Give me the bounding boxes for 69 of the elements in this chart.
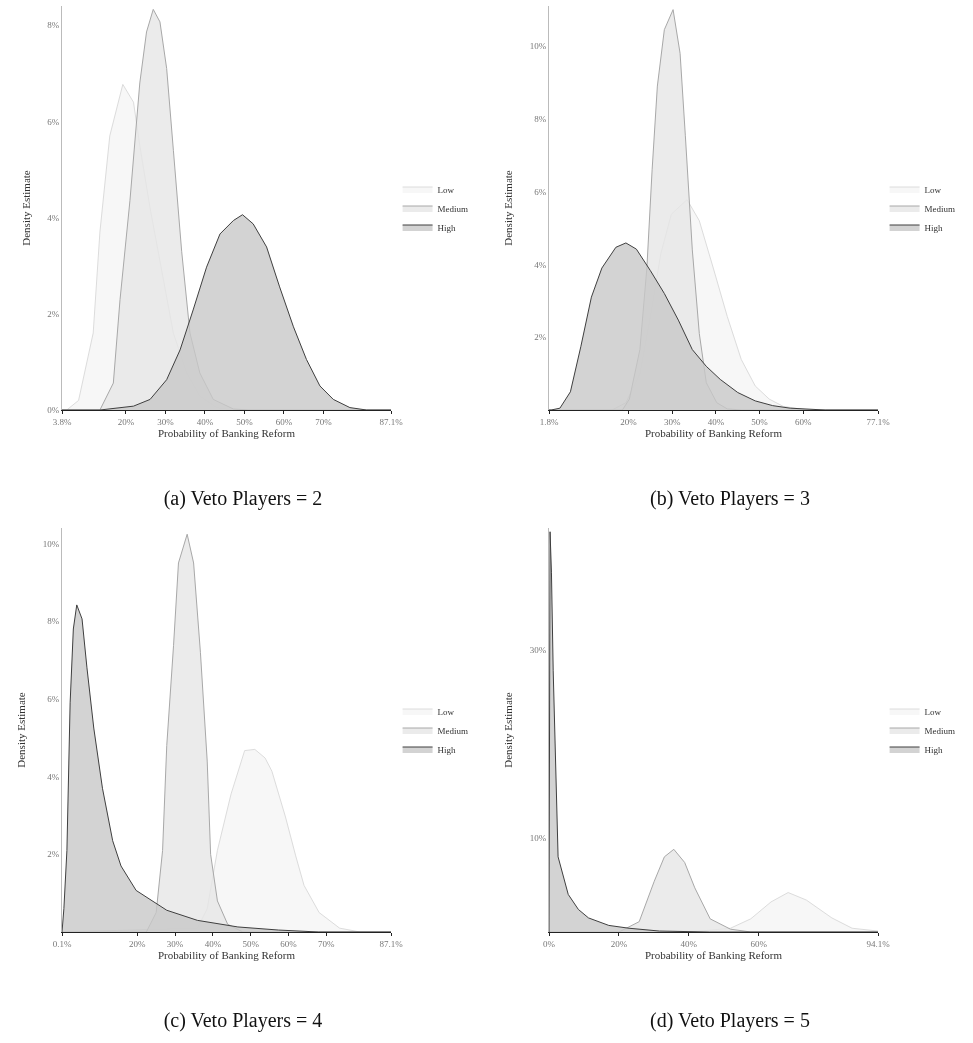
- x-tick-label: 30%: [663, 416, 681, 427]
- x-tick-label: 50%: [242, 938, 260, 949]
- legend-label: Low: [924, 706, 942, 717]
- y-tick-label: 2%: [534, 332, 547, 343]
- legend-label: High: [437, 222, 457, 233]
- y-tick-label: 30%: [529, 645, 547, 656]
- legend-label: High: [437, 744, 457, 755]
- x-tick-label: 77.1%: [866, 416, 891, 427]
- y-tick-label: 0%: [47, 405, 60, 416]
- y-tick-label: 6%: [534, 186, 547, 197]
- y-tick-label: 2%: [47, 308, 60, 319]
- x-tick-label: 60%: [280, 938, 298, 949]
- y-tick-label: 8%: [534, 113, 547, 124]
- text: (c) Veto Players = 4: [163, 1009, 323, 1033]
- x-tick-label: 20%: [117, 416, 135, 427]
- x-tick-label: 40%: [196, 416, 214, 427]
- y-tick-label: 8%: [47, 616, 60, 627]
- y-axis-title: Density Estimate: [502, 692, 515, 768]
- x-tick-label: 20%: [129, 938, 146, 949]
- y-tick-label: 8%: [47, 20, 60, 31]
- x-tick-label: 87.1%: [379, 416, 404, 427]
- x-tick-label: 60%: [795, 416, 813, 427]
- legend-label: High: [924, 222, 944, 233]
- x-tick-label: 20%: [610, 938, 628, 949]
- y-tick-label: 2%: [47, 849, 60, 860]
- x-tick-label: 70%: [318, 938, 336, 949]
- legend-label: Medium: [437, 203, 469, 214]
- x-tick-label: 30%: [166, 938, 184, 949]
- x-tick-label: 0%: [543, 938, 556, 949]
- y-tick-label: 4%: [534, 259, 547, 270]
- x-tick-label: 40%: [680, 938, 698, 949]
- y-tick-label: 6%: [47, 116, 60, 127]
- y-tick-label: 6%: [47, 694, 60, 705]
- x-tick-label: 20%: [620, 416, 638, 427]
- text: (b) Veto Players = 3: [650, 487, 810, 511]
- x-tick-label: 94.1%: [866, 938, 891, 949]
- legend-label: Low: [437, 184, 455, 195]
- legend-label: Medium: [437, 725, 469, 736]
- y-tick-label: 10%: [42, 538, 60, 549]
- x-tick-label: 40%: [204, 938, 222, 949]
- x-tick-label: 0.1%: [52, 938, 72, 949]
- legend-label: Low: [437, 706, 455, 717]
- y-axis-title: Density Estimate: [19, 170, 32, 246]
- text: (d) Veto Players = 5: [650, 1009, 810, 1033]
- y-axis-title: Density Estimate: [502, 170, 515, 246]
- x-tick-label: 1.8%: [539, 416, 559, 427]
- y-tick-label: 4%: [47, 212, 60, 223]
- y-tick-label: 4%: [47, 771, 60, 782]
- y-tick-label: 10%: [529, 833, 547, 844]
- x-tick-label: 3.8%: [52, 416, 72, 427]
- x-tick-label: 40%: [707, 416, 725, 427]
- x-axis-title: Probability of Banking Reform: [157, 426, 296, 439]
- legend-label: High: [924, 744, 944, 755]
- y-axis-title: Density Estimate: [15, 692, 28, 768]
- y-tick-label: 10%: [529, 41, 547, 52]
- text: (a) Veto Players = 2: [163, 487, 323, 511]
- x-axis-title: Probability of Banking Reform: [644, 426, 783, 439]
- x-tick-label: 60%: [750, 938, 768, 949]
- x-axis-title: Probability of Banking Reform: [157, 948, 296, 961]
- x-tick-label: 50%: [236, 416, 254, 427]
- legend-label: Medium: [924, 725, 956, 736]
- legend-label: Low: [924, 184, 942, 195]
- x-axis-title: Probability of Banking Reform: [644, 948, 783, 961]
- x-tick-label: 50%: [751, 416, 769, 427]
- x-tick-label: 70%: [315, 416, 333, 427]
- x-tick-label: 30%: [157, 416, 175, 427]
- x-tick-label: 60%: [275, 416, 293, 427]
- x-tick-label: 87.1%: [379, 938, 404, 949]
- legend-label: Medium: [924, 203, 956, 214]
